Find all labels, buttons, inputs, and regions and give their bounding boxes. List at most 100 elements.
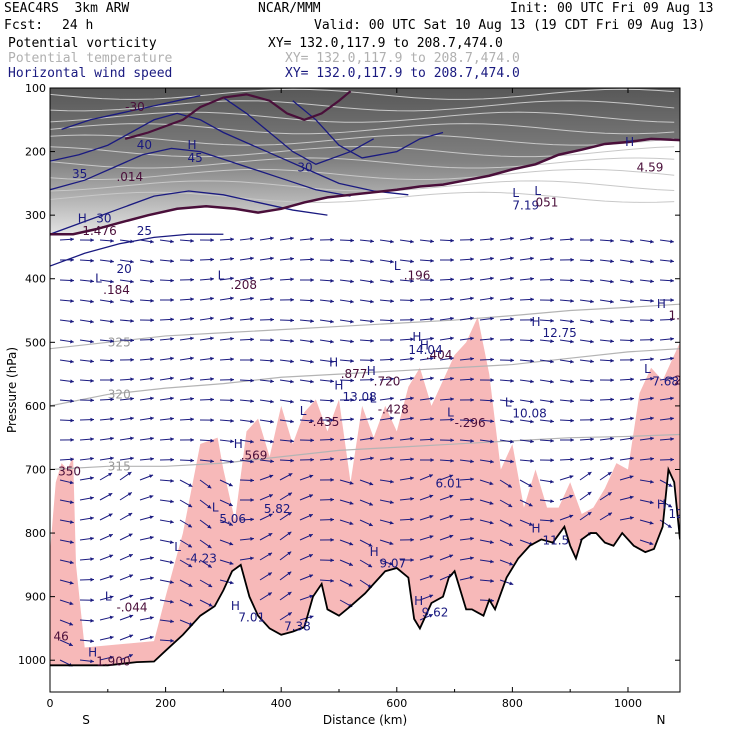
high-marker: H	[414, 594, 423, 608]
wind-arrow	[199, 336, 214, 341]
wind-arrow	[99, 574, 114, 581]
high-marker: H	[370, 545, 379, 559]
wind-arrow	[339, 259, 354, 263]
wind-arrow	[59, 319, 74, 324]
wind-arrow	[399, 476, 414, 481]
wind-arrow	[539, 499, 554, 504]
wind-arrow	[599, 512, 613, 521]
wind-arrow	[379, 539, 394, 546]
wind-arrow	[299, 319, 314, 323]
wind-arrow	[639, 239, 654, 244]
wind-arrow	[419, 278, 435, 283]
contour-value-label: 7.38	[284, 620, 311, 634]
wind-arrow	[279, 511, 292, 521]
wind-arrow	[619, 239, 634, 244]
wind-arrow	[379, 318, 395, 323]
contour-value-label: 5.06	[219, 512, 246, 526]
wind-arrow	[459, 257, 474, 262]
theta-contour	[50, 100, 675, 112]
wind-arrow	[79, 437, 94, 442]
wind-arrow	[139, 635, 154, 641]
wind-arrow	[559, 379, 574, 384]
wind-arrow	[379, 279, 394, 284]
high-marker: H	[367, 364, 376, 378]
wind-arrow	[639, 259, 654, 264]
low-marker: L	[512, 186, 519, 200]
wind-arrow	[79, 516, 94, 521]
wind-arrow	[159, 539, 174, 544]
wind-arrow	[559, 359, 574, 364]
wind-arrow	[139, 279, 154, 284]
wind-arrow	[459, 316, 474, 321]
wind-arrow	[619, 436, 634, 441]
contour-value-label: 46	[53, 630, 68, 644]
wind-arrow	[459, 296, 474, 301]
wind-arrow	[479, 357, 495, 362]
y-tick-label: 900	[25, 591, 46, 604]
wind-arrow	[619, 319, 634, 323]
wind-arrow	[619, 279, 634, 284]
wind-arrow	[299, 574, 314, 581]
high-marker: H	[531, 522, 540, 536]
wind-arrow	[59, 359, 74, 364]
wind-arrow	[499, 317, 514, 322]
wind-arrow	[339, 436, 354, 441]
low-marker: L	[534, 184, 541, 198]
wind-arrow	[59, 499, 74, 504]
wind-arrow	[619, 259, 634, 264]
wind-arrow	[199, 418, 215, 423]
wind-arrow	[159, 298, 175, 302]
wind-arrow	[99, 339, 114, 343]
wind-arrow	[99, 358, 115, 363]
wind-arrow	[419, 613, 434, 621]
wind-arrow	[199, 377, 214, 381]
wind-arrow	[59, 639, 73, 647]
wind-arrow	[339, 499, 354, 505]
wind-arrow	[399, 396, 414, 401]
wind-arrow	[79, 398, 95, 403]
wind-arrow	[439, 277, 455, 282]
wind-arrow	[239, 337, 255, 342]
wind-arrow	[199, 277, 214, 281]
wind-arrow	[419, 356, 434, 361]
wind-arrow	[439, 534, 454, 541]
wind-arrow	[119, 492, 133, 501]
x-tick-label: 800	[502, 697, 523, 710]
wind-arrow	[299, 278, 315, 282]
contour-value-label: 5.82	[264, 502, 291, 516]
wind-arrow	[199, 499, 212, 509]
high-marker: H	[329, 356, 338, 370]
wind-arrow	[619, 495, 634, 501]
wind-arrow	[159, 559, 174, 565]
wind-arrow	[139, 576, 154, 581]
wind-arrow	[499, 519, 513, 527]
wind-arrow	[479, 296, 494, 301]
wind-arrow	[419, 474, 434, 481]
wind-arrow	[459, 418, 475, 423]
wind-arrow	[459, 397, 475, 402]
wind-arrow	[599, 259, 614, 264]
wind-arrow	[599, 358, 615, 363]
wind-arrow	[119, 594, 134, 601]
wind-arrow	[419, 417, 434, 421]
wind-arrow	[659, 278, 675, 283]
wind-arrow	[439, 438, 455, 443]
wind-arrow	[339, 397, 355, 402]
wind-arrow	[199, 459, 214, 464]
wind-arrow	[479, 519, 494, 525]
wind-speed-contour	[50, 147, 351, 197]
field-theta-xy: XY= 132.0,117.9 to 208.7,474.0	[285, 51, 520, 66]
wind-arrow	[359, 559, 373, 568]
wind-arrow	[419, 514, 434, 521]
wind-arrow	[299, 359, 314, 364]
pv-contour	[124, 90, 352, 140]
wind-arrow	[199, 296, 214, 301]
wind-arrow	[139, 494, 154, 501]
wind-arrow	[419, 297, 435, 302]
wind-arrow	[79, 238, 95, 243]
y-tick-label: 700	[25, 463, 46, 476]
wind-arrow	[339, 519, 354, 526]
wind-arrow	[459, 556, 474, 561]
wind-arrow	[279, 492, 293, 501]
wind-arrow	[579, 398, 595, 403]
